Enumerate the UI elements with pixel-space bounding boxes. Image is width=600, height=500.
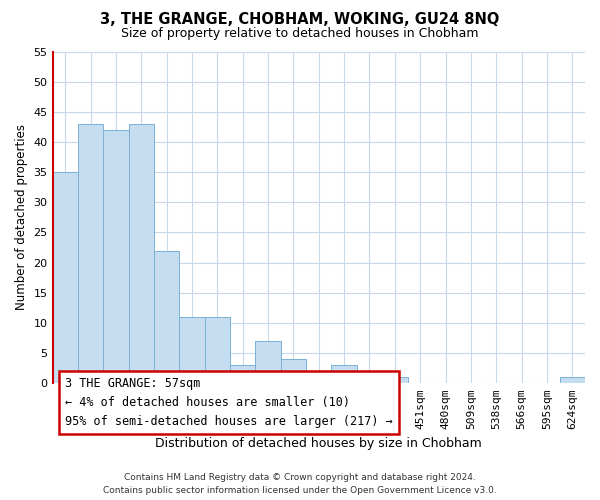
Bar <box>78 124 103 384</box>
Bar <box>230 365 256 384</box>
Bar <box>382 378 407 384</box>
Bar <box>128 124 154 384</box>
Bar <box>103 130 128 384</box>
Bar <box>154 250 179 384</box>
Bar <box>560 378 585 384</box>
Bar <box>179 317 205 384</box>
X-axis label: Distribution of detached houses by size in Chobham: Distribution of detached houses by size … <box>155 437 482 450</box>
Text: Contains HM Land Registry data © Crown copyright and database right 2024.
Contai: Contains HM Land Registry data © Crown c… <box>103 473 497 495</box>
Bar <box>306 371 331 384</box>
Bar <box>205 317 230 384</box>
Text: 3 THE GRANGE: 57sqm
← 4% of detached houses are smaller (10)
95% of semi-detache: 3 THE GRANGE: 57sqm ← 4% of detached hou… <box>65 378 393 428</box>
Bar <box>281 359 306 384</box>
Bar <box>53 172 78 384</box>
Y-axis label: Number of detached properties: Number of detached properties <box>15 124 28 310</box>
Text: 3, THE GRANGE, CHOBHAM, WOKING, GU24 8NQ: 3, THE GRANGE, CHOBHAM, WOKING, GU24 8NQ <box>100 12 500 28</box>
Bar <box>331 365 357 384</box>
Bar <box>256 341 281 384</box>
Text: Size of property relative to detached houses in Chobham: Size of property relative to detached ho… <box>121 28 479 40</box>
